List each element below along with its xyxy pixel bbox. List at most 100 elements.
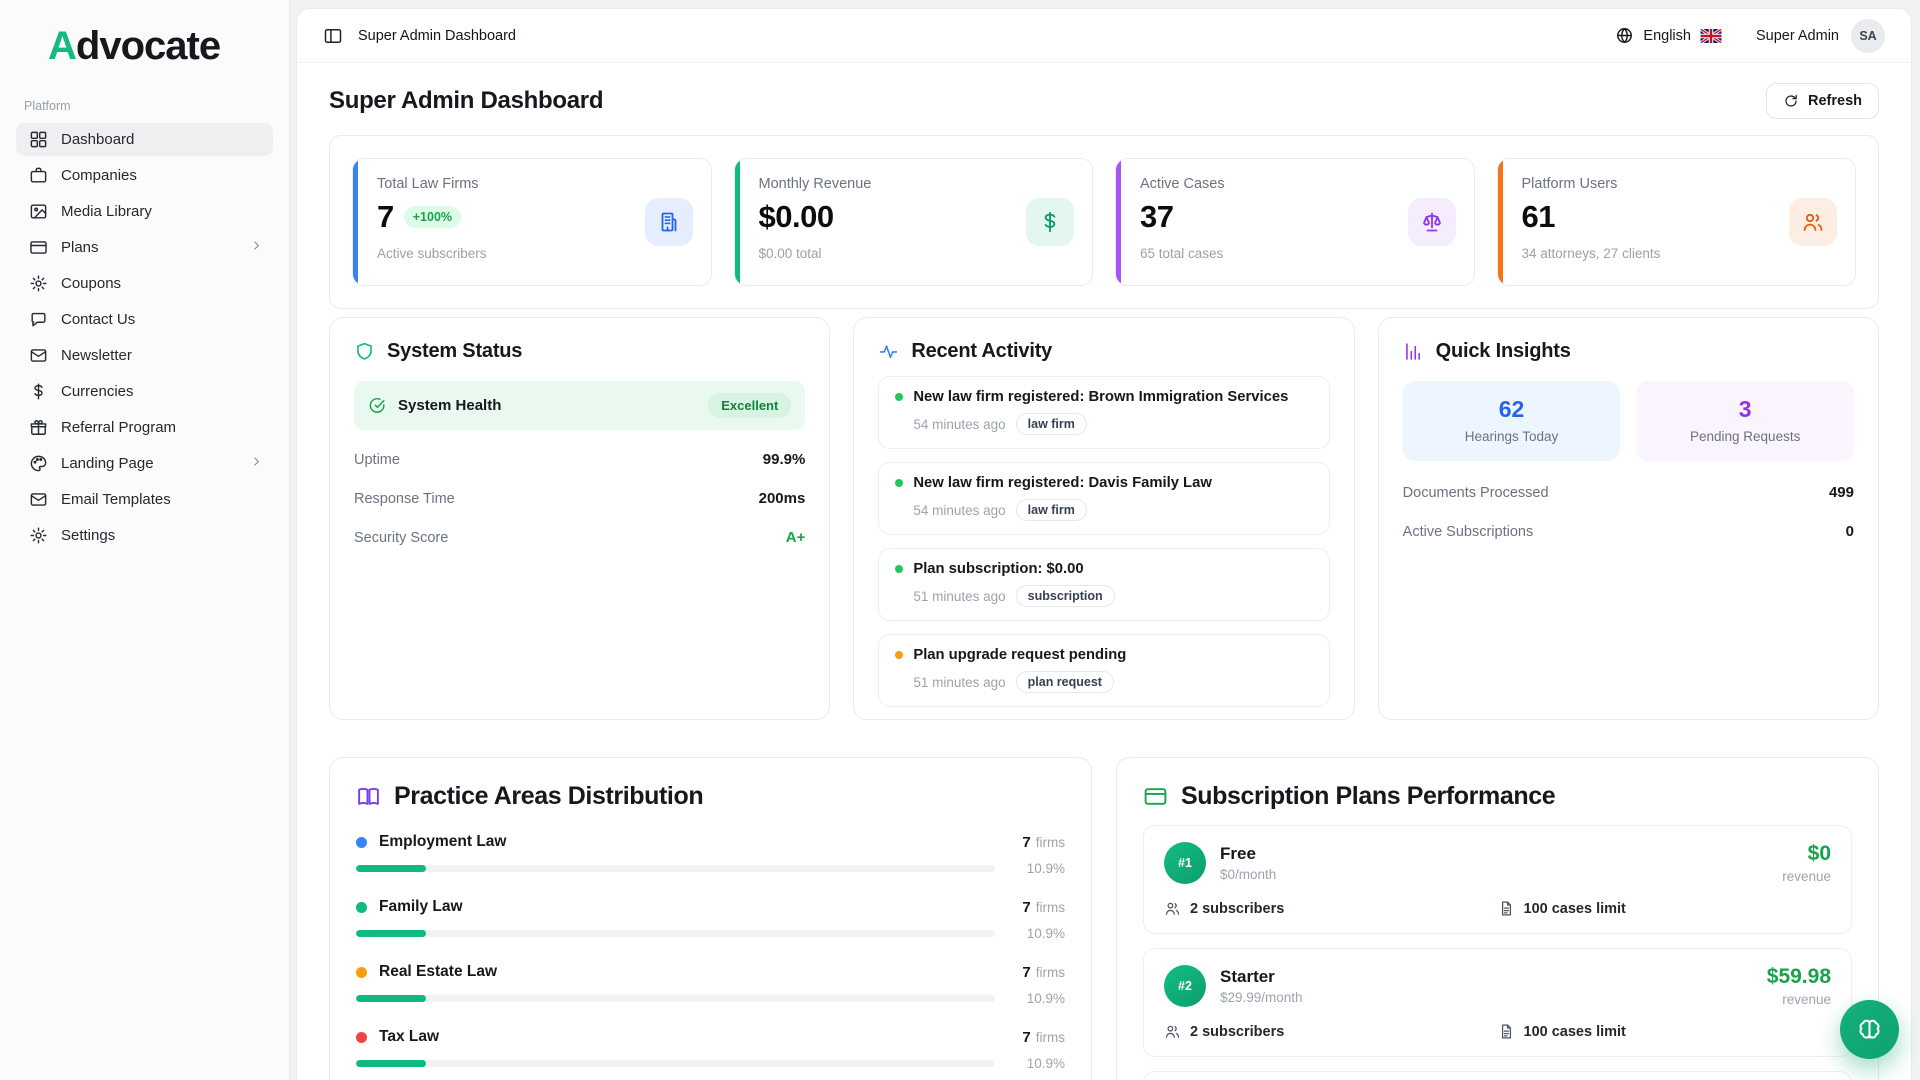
bar-chart-icon [1403, 341, 1424, 362]
sidebar-item-label: Companies [61, 167, 137, 184]
section-title: Subscription Plans Performance [1181, 782, 1555, 811]
language-selector[interactable]: English [1615, 26, 1722, 45]
activity-time: 54 minutes ago [913, 417, 1005, 432]
sidebar-item-currencies[interactable]: Currencies [16, 375, 273, 408]
sidebar-item-referral-program[interactable]: Referral Program [16, 411, 273, 444]
recent-activity-card: Recent Activity New law firm registered:… [853, 317, 1354, 720]
stat-card-monthly-revenue: Monthly Revenue $0.00 $0.00 total [734, 158, 1094, 286]
image-icon [29, 202, 48, 221]
mail-icon [29, 490, 48, 509]
sidebar-item-label: Landing Page [61, 455, 154, 472]
insight-value: 3 [1644, 396, 1846, 423]
assistant-fab-button[interactable] [1840, 1000, 1899, 1059]
sidebar-item-newsletter[interactable]: Newsletter [16, 339, 273, 372]
rank-badge: #1 [1164, 842, 1206, 884]
topbar: Super Admin Dashboard English [297, 9, 1911, 63]
sidebar-item-label: Newsletter [61, 347, 132, 364]
stat-accent [1116, 159, 1121, 285]
practice-areas-header: Practice Areas Distribution [356, 782, 1065, 811]
practice-item-employment-law: Employment Law 7firms 10.9% [356, 833, 1065, 876]
content: Super Admin Dashboard Refresh Total Law … [297, 63, 1911, 1080]
practice-item-real-estate-law: Real Estate Law 7firms 10.9% [356, 963, 1065, 1006]
insight-tile-pending: 3 Pending Requests [1636, 381, 1854, 461]
activity-item: Plan subscription: $0.00 51 minutes ago … [878, 548, 1329, 621]
sidebar-item-label: Currencies [61, 383, 134, 400]
insight-row-subscriptions: Active Subscriptions 0 [1403, 512, 1854, 551]
stat-subtext: 34 attorneys, 27 clients [1522, 246, 1838, 261]
app-root: Advocate Platform Dashboard Companies Me… [0, 0, 1920, 1080]
brand-accent-letter: A [48, 24, 76, 68]
briefcase-icon [29, 166, 48, 185]
check-circle-icon [368, 396, 387, 415]
sidebar-item-media-library[interactable]: Media Library [16, 195, 273, 228]
refresh-button[interactable]: Refresh [1766, 83, 1879, 119]
stat-value: 61 [1522, 199, 1555, 235]
topbar-right: English Super Admin SA [1615, 19, 1885, 53]
stat-subtext: 65 total cases [1140, 246, 1456, 261]
system-status-card: System Status System Health Excellent Up… [329, 317, 830, 720]
status-dot [895, 393, 903, 401]
stat-label: Monthly Revenue [759, 176, 1075, 192]
status-row-security-score: Security Score A+ [354, 518, 805, 557]
insight-value: 62 [1411, 396, 1613, 423]
user-name: Super Admin [1756, 28, 1839, 44]
stat-accent [353, 159, 358, 285]
activity-tag: law firm [1016, 413, 1087, 435]
users-icon [1164, 1023, 1181, 1040]
practice-areas-card: Practice Areas Distribution Employment L… [329, 757, 1092, 1080]
globe-icon [1615, 26, 1634, 45]
gear-icon [29, 274, 48, 293]
category-dot [356, 837, 367, 848]
sidebar-item-plans[interactable]: Plans [16, 231, 273, 264]
credit-card-icon [1143, 784, 1168, 809]
insight-tile-hearings: 62 Hearings Today [1403, 381, 1621, 461]
user-menu[interactable]: Super Admin SA [1756, 19, 1885, 53]
stat-accent [735, 159, 740, 285]
activity-item: New law firm registered: Davis Family La… [878, 462, 1329, 535]
sidebar-toggle-button[interactable] [323, 26, 343, 46]
sidebar-item-email-templates[interactable]: Email Templates [16, 483, 273, 516]
sidebar-section-label: Platform [24, 99, 273, 113]
stat-value: $0.00 [759, 199, 834, 235]
dollar-icon [1026, 198, 1074, 246]
subscription-plans-card: Subscription Plans Performance #1 Free $… [1116, 757, 1879, 1080]
progress-bar [356, 865, 995, 872]
stat-trend-badge: +100% [404, 206, 461, 228]
stat-subtext: $0.00 total [759, 246, 1075, 261]
sidebar-item-contact-us[interactable]: Contact Us [16, 303, 273, 336]
plan-subscribers: 2 subscribers [1164, 1023, 1498, 1040]
stat-card-platform-users: Platform Users 61 34 attorneys, 27 clien… [1497, 158, 1857, 286]
health-status-badge: Excellent [708, 393, 791, 418]
sidebar-item-dashboard[interactable]: Dashboard [16, 123, 273, 156]
stat-subtext: Active subscribers [377, 246, 693, 261]
sidebar: Advocate Platform Dashboard Companies Me… [0, 0, 290, 1080]
sidebar-item-label: Media Library [61, 203, 152, 220]
refresh-label: Refresh [1808, 93, 1862, 109]
insight-label: Pending Requests [1644, 429, 1846, 444]
activity-tag: subscription [1016, 585, 1115, 607]
stat-label: Total Law Firms [377, 176, 693, 192]
users-icon [1789, 198, 1837, 246]
status-row-response-time: Response Time 200ms [354, 479, 805, 518]
scales-icon [1408, 198, 1456, 246]
sidebar-item-coupons[interactable]: Coupons [16, 267, 273, 300]
brand-logo: Advocate [48, 24, 273, 69]
stat-value: 37 [1140, 199, 1173, 235]
sidebar-item-landing-page[interactable]: Landing Page [16, 447, 273, 480]
plan-subscribers: 2 subscribers [1164, 900, 1498, 917]
shield-icon [354, 341, 375, 362]
sidebar-item-companies[interactable]: Companies [16, 159, 273, 192]
progress-bar [356, 995, 995, 1002]
status-dot [895, 479, 903, 487]
main-panel: Super Admin Dashboard English [296, 8, 1912, 1080]
sidebar-item-settings[interactable]: Settings [16, 519, 273, 552]
page-title: Super Admin Dashboard [329, 87, 603, 115]
activity-tag: plan request [1016, 671, 1114, 693]
health-label: System Health [398, 397, 501, 414]
refresh-icon [1783, 93, 1799, 109]
sidebar-item-label: Plans [61, 239, 99, 256]
card-title: Quick Insights [1436, 340, 1571, 363]
plan-cases-limit: 100 cases limit [1498, 900, 1832, 917]
status-dot [895, 651, 903, 659]
avatar: SA [1851, 19, 1885, 53]
